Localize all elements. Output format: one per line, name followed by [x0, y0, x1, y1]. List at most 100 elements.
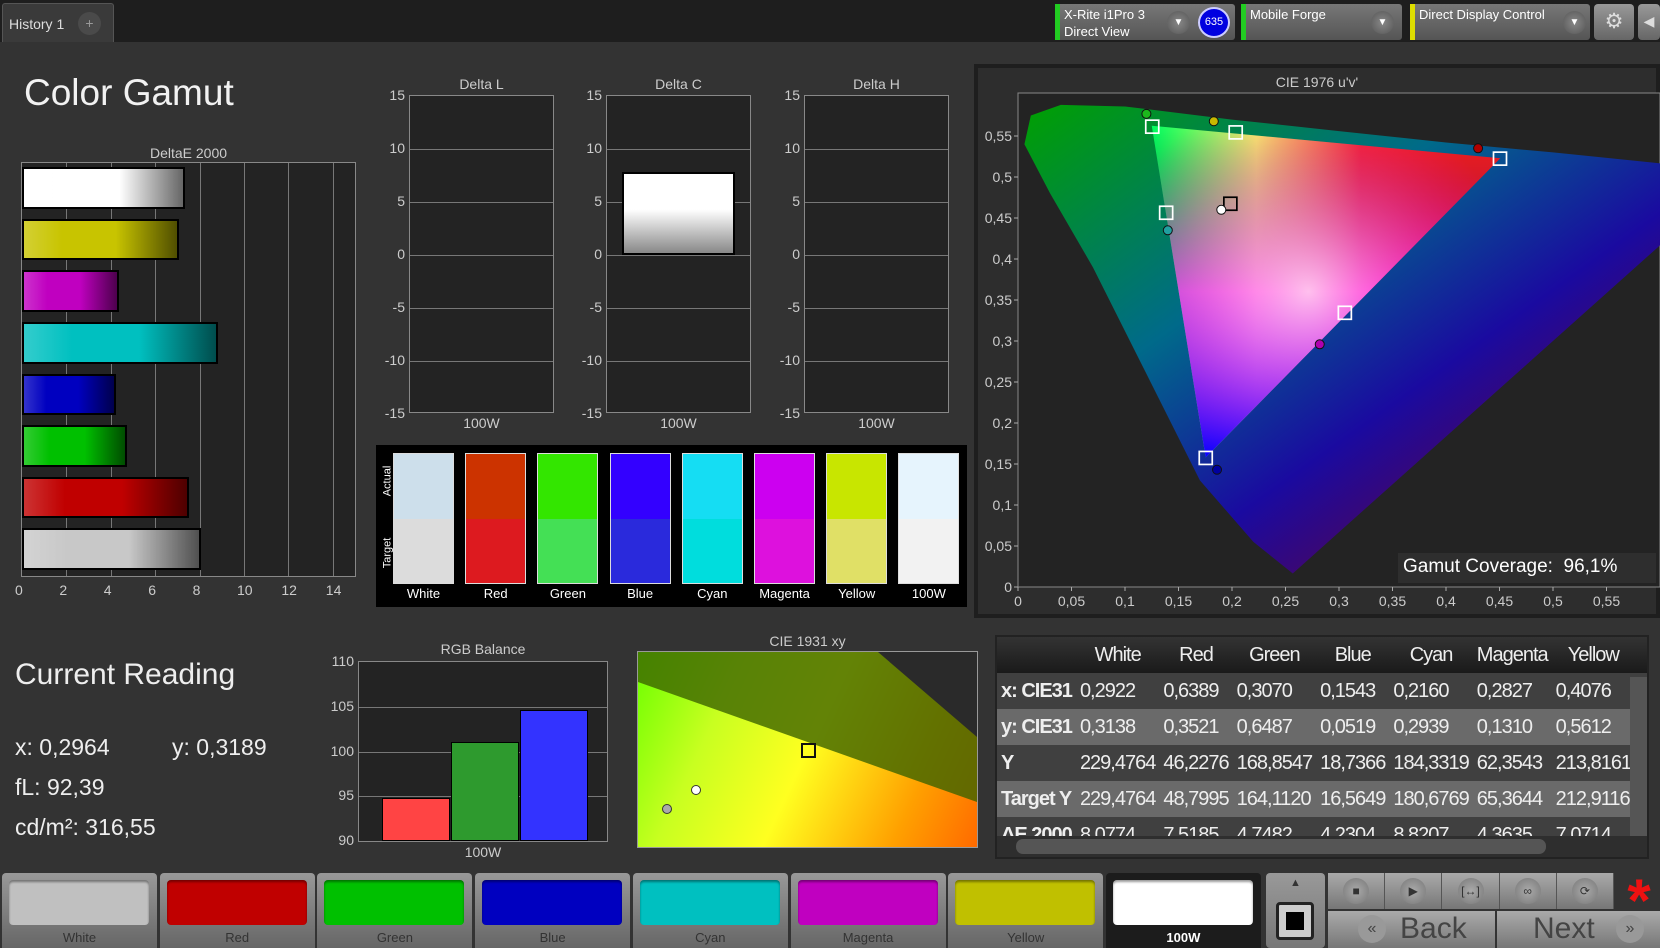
back-button[interactable]: « Back: [1328, 911, 1495, 948]
table-row: Y 229,4764 46,2276 168,8547 18,7366 184,3319 6…: [997, 745, 1647, 781]
table-cell: 0,2160: [1393, 679, 1449, 702]
add-tab-button[interactable]: +: [78, 12, 101, 35]
meter-selector[interactable]: X-Rite i1Pro 3 Direct View ▼ 635: [1055, 4, 1235, 40]
table-cell: 0,0519: [1320, 715, 1376, 738]
table-cell: 184,3319: [1393, 751, 1469, 774]
patch-label: Green: [376, 930, 413, 945]
target-color: [610, 518, 670, 583]
back-label: Back: [1400, 912, 1467, 945]
patch-label: Cyan: [695, 930, 726, 945]
continuous-button[interactable]: ∞: [1499, 873, 1557, 909]
table-row: x: CIE31 0,2922 0,6389 0,3070 0,1543 0,2160 0,…: [997, 673, 1647, 709]
table-cell: 229,4764: [1079, 751, 1156, 774]
gridline: [66, 163, 68, 576]
table-row: Target Y 229,4764 48,7995 164,1120 16,5649 18…: [997, 781, 1647, 817]
y-tick-label: 0,45: [985, 210, 1012, 226]
page-title: Color Gamut: [24, 72, 234, 113]
next-label: Next: [1533, 912, 1595, 945]
stop-square-icon[interactable]: [1276, 902, 1314, 940]
measured-point-blue: [1212, 464, 1223, 475]
patch-button-magenta[interactable]: Magenta: [790, 873, 946, 948]
reading-cdm2: cd/m²: 316,55: [15, 814, 156, 840]
patch-label: Yellow: [1007, 930, 1045, 945]
patch-button-green[interactable]: Green: [317, 873, 473, 948]
patch-button-cyan[interactable]: Cyan: [632, 873, 788, 948]
target-white-marker: [801, 743, 816, 758]
swatch-red: [465, 453, 527, 584]
pattern-generator-selector[interactable]: Mobile Forge ▼: [1241, 4, 1402, 40]
patch-label: 100W: [1166, 930, 1201, 945]
patch-button-red[interactable]: Red: [159, 873, 315, 948]
y-tick-label: 0: [594, 246, 602, 262]
x-tick-label: 0,35: [1379, 593, 1406, 609]
gridline: [805, 149, 948, 150]
chevron-down-icon[interactable]: ▼: [1167, 11, 1190, 34]
chevron-down-icon[interactable]: ▼: [1371, 11, 1394, 34]
playback-controls: ■ ▶ [↔] ∞ ⟳: [1328, 873, 1615, 909]
y-tick-label: 110: [331, 653, 354, 669]
measured-white-marker: [691, 785, 701, 795]
cie1976-chart: 0 0,05 0,1 0,15 0,2 0,25 0,3 0,35 0,4 0,45 0,5 0,55…: [985, 92, 1660, 609]
table-cell: 0,3070: [1236, 679, 1293, 702]
table-cell: 0,1543: [1320, 679, 1376, 702]
meter-status-bar: [1055, 4, 1060, 40]
scroll-up-icon[interactable]: ▲: [1290, 877, 1301, 889]
chromaticity-diagram: [1024, 104, 1660, 574]
target-color: [827, 518, 887, 583]
column-header: White: [1094, 643, 1142, 666]
swatch-100w: [898, 453, 960, 584]
swatch-label: White: [406, 586, 441, 601]
chevron-down-icon[interactable]: ▼: [1563, 11, 1586, 34]
scrollbar-thumb[interactable]: [1016, 839, 1546, 854]
measure-range-button[interactable]: [↔]: [1442, 873, 1500, 909]
current-reading-title: Current Reading: [15, 658, 236, 691]
next-button[interactable]: Next »: [1497, 911, 1660, 948]
x-tick-label: 0,45: [1486, 593, 1513, 609]
vertical-scrollbar[interactable]: [1630, 677, 1647, 838]
gridline: [288, 163, 290, 576]
horizontal-scrollbar[interactable]: [997, 836, 1647, 857]
patch-button-100w[interactable]: 100W: [1105, 873, 1261, 948]
target-marker-white: [1223, 196, 1238, 212]
patch-button-white[interactable]: White: [2, 873, 157, 948]
meter-name: X-Rite i1Pro 3: [1064, 7, 1145, 22]
y-tick-label: 0,05: [985, 538, 1012, 554]
display-control-selector[interactable]: Direct Display Control ▼: [1410, 4, 1590, 40]
table-cell: 0,6487: [1236, 715, 1293, 738]
patch-button-yellow[interactable]: Yellow: [948, 873, 1104, 948]
y-tick-label: -5: [787, 299, 800, 315]
patch-button-blue[interactable]: Blue: [475, 873, 631, 948]
asterisk-icon[interactable]: *: [1627, 867, 1651, 934]
play-button[interactable]: ▶: [1385, 873, 1443, 909]
actual-color: [466, 454, 526, 519]
y-tick-label: -10: [779, 352, 800, 368]
refresh-button[interactable]: ⟳: [1556, 873, 1615, 909]
measured-point-magenta: [1314, 339, 1325, 350]
meter-badge[interactable]: 635: [1198, 7, 1230, 38]
collapse-arrow-icon[interactable]: ◀: [1638, 4, 1660, 40]
table-cell: 0,3138: [1079, 715, 1136, 738]
reading-y: y: 0,3189: [172, 734, 267, 760]
x-category-label: 100W: [463, 415, 500, 431]
y-tick-label: 0: [397, 246, 405, 262]
deltae-bar-white: [22, 528, 202, 570]
target-color: [394, 518, 453, 583]
x-tick-label: 0,1: [1115, 593, 1135, 609]
target-marker-magenta: [1337, 305, 1353, 321]
pattern-status-bar: [1241, 4, 1246, 40]
reading-x: x: 0,2964: [15, 734, 110, 760]
cie1931-chart: [637, 651, 978, 848]
rgb-x-label: 100W: [464, 844, 502, 860]
y-tick-label: 15: [784, 87, 800, 103]
y-tick-label: -15: [581, 405, 602, 421]
target-marker-blue: [1198, 450, 1214, 466]
table-cell: 0,4076: [1555, 679, 1612, 702]
delta-c-chart: [606, 95, 751, 413]
y-tick-label: 15: [389, 87, 405, 103]
settings-gear-icon[interactable]: ⚙: [1594, 4, 1634, 40]
deltae-bar-yellow: [22, 218, 179, 261]
target-color: [755, 518, 814, 583]
y-tick-label: 95: [338, 787, 354, 804]
stop-button[interactable]: ■: [1328, 873, 1386, 909]
table-cell: 0,2939: [1393, 715, 1449, 738]
